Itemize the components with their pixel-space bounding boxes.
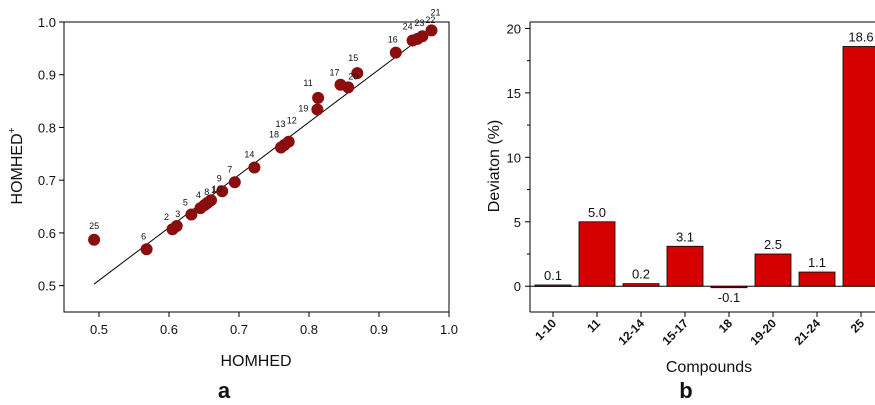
- point-label: 13: [275, 119, 285, 129]
- data-point: [140, 243, 153, 256]
- point-label: 9: [217, 173, 222, 183]
- data-point: [216, 185, 229, 198]
- bar-value-label: 3.1: [676, 229, 694, 244]
- bar: [798, 271, 836, 287]
- scatter-y-tick-label: 0.6: [38, 226, 56, 241]
- point-label: 16: [388, 35, 398, 45]
- scatter-panel-a: 0.5 0.6 0.7 0.8 0.9 1.0 0.50.60.70.80.91.0 25…: [7, 7, 458, 403]
- point-label: 21: [430, 7, 440, 17]
- scatter-y-tick-label: 1.0: [38, 15, 56, 30]
- scatter-y-tick-label: 0.9: [38, 68, 56, 83]
- scatter-y-axis-title: HOMHED+: [7, 127, 26, 204]
- category-label: 25: [848, 316, 868, 336]
- scatter-x-tick-label: 1.0: [440, 322, 458, 337]
- point-label: 1: [211, 185, 216, 195]
- data-point: [170, 220, 183, 233]
- data-point: [351, 67, 364, 80]
- bar-y-tick-label: 20: [507, 21, 521, 36]
- bar-value-label: -0.1: [718, 290, 740, 305]
- bar: [710, 285, 748, 289]
- bar: [666, 245, 704, 287]
- data-point: [311, 103, 324, 116]
- data-point: [185, 208, 198, 221]
- data-point: [282, 135, 295, 148]
- data-point: [88, 233, 101, 246]
- panel-b-label: b: [679, 378, 692, 403]
- point-label: 3: [175, 209, 180, 219]
- category-label: 19-20: [748, 316, 780, 348]
- scatter-x-tick-label: 0.7: [230, 322, 248, 337]
- bar-value-label: 18.6: [848, 29, 873, 44]
- bar-x-axis-title: Compounds: [666, 359, 752, 376]
- scatter-y-tick-label: 0.7: [38, 173, 56, 188]
- point-label: 5: [183, 197, 188, 207]
- point-label: 20: [348, 71, 358, 81]
- bar: [754, 253, 792, 287]
- panel-a-label: a: [218, 378, 231, 403]
- bar-value-label: 1.1: [808, 255, 826, 270]
- scatter-x-axis-title: HOMHED: [220, 353, 291, 370]
- point-label: 25: [89, 221, 99, 231]
- category-label: 11: [584, 316, 603, 335]
- bar-y-axis-title: Deviaton (%): [486, 120, 503, 212]
- bar: [534, 284, 572, 287]
- point-label: 23: [414, 18, 424, 28]
- bar-y-tick-label: 15: [507, 86, 521, 101]
- scatter-x-tick-label: 0.9: [370, 322, 388, 337]
- data-point: [228, 176, 241, 189]
- point-label: 24: [403, 21, 413, 31]
- point-label: 2: [164, 212, 169, 222]
- point-label: 8: [204, 187, 209, 197]
- bar-panel-b: 0 5 10 15 20 0.1 1-10 5.0 11 0.2 12-14 3.1 15-17 -0.…: [486, 21, 875, 403]
- point-label: 12: [287, 116, 297, 126]
- bar-y-tick-label: 0: [514, 279, 521, 294]
- bar-y-tick-label: 5: [514, 215, 521, 230]
- data-point: [425, 24, 438, 37]
- category-label: 15-17: [660, 316, 692, 348]
- fit-line: [93, 29, 432, 285]
- scatter-y-tick-label: 0.5: [38, 279, 56, 294]
- point-label: 15: [348, 53, 358, 63]
- point-label: 7: [227, 164, 232, 174]
- point-label: 6: [141, 231, 146, 241]
- data-point: [416, 30, 429, 43]
- scatter-y-tick-label: 0.8: [38, 120, 56, 135]
- bar: [842, 46, 875, 287]
- point-label: 14: [244, 150, 254, 160]
- point-label: 17: [329, 68, 339, 78]
- bar-y-tick-label: 10: [507, 150, 521, 165]
- point-label: 10: [212, 184, 222, 194]
- point-label: 19: [298, 104, 308, 114]
- bar-value-label: 2.5: [764, 237, 782, 252]
- scatter-x-tick-label: 0.5: [90, 322, 108, 337]
- point-label: 11: [303, 78, 312, 88]
- point-label: 22: [425, 15, 435, 25]
- category-label: 21-24: [792, 316, 824, 348]
- point-label: 18: [269, 129, 279, 139]
- point-label: 4: [196, 190, 201, 200]
- data-point: [312, 91, 325, 104]
- bar: [578, 221, 616, 287]
- bar-value-label: 5.0: [588, 205, 606, 220]
- category-label: 12-14: [616, 316, 648, 348]
- data-point: [205, 194, 217, 207]
- bar: [622, 283, 660, 287]
- category-label: 1-10: [532, 316, 559, 343]
- bar-value-label: 0.1: [544, 268, 562, 283]
- category-label: 18: [716, 316, 736, 336]
- scatter-plot-frame: [63, 21, 450, 313]
- data-point: [342, 81, 355, 94]
- data-point: [389, 46, 402, 59]
- scatter-x-tick-label: 0.8: [300, 322, 318, 337]
- bar-value-label: 0.2: [632, 267, 650, 282]
- scatter-x-tick-label: 0.6: [160, 322, 178, 337]
- data-point: [248, 161, 261, 174]
